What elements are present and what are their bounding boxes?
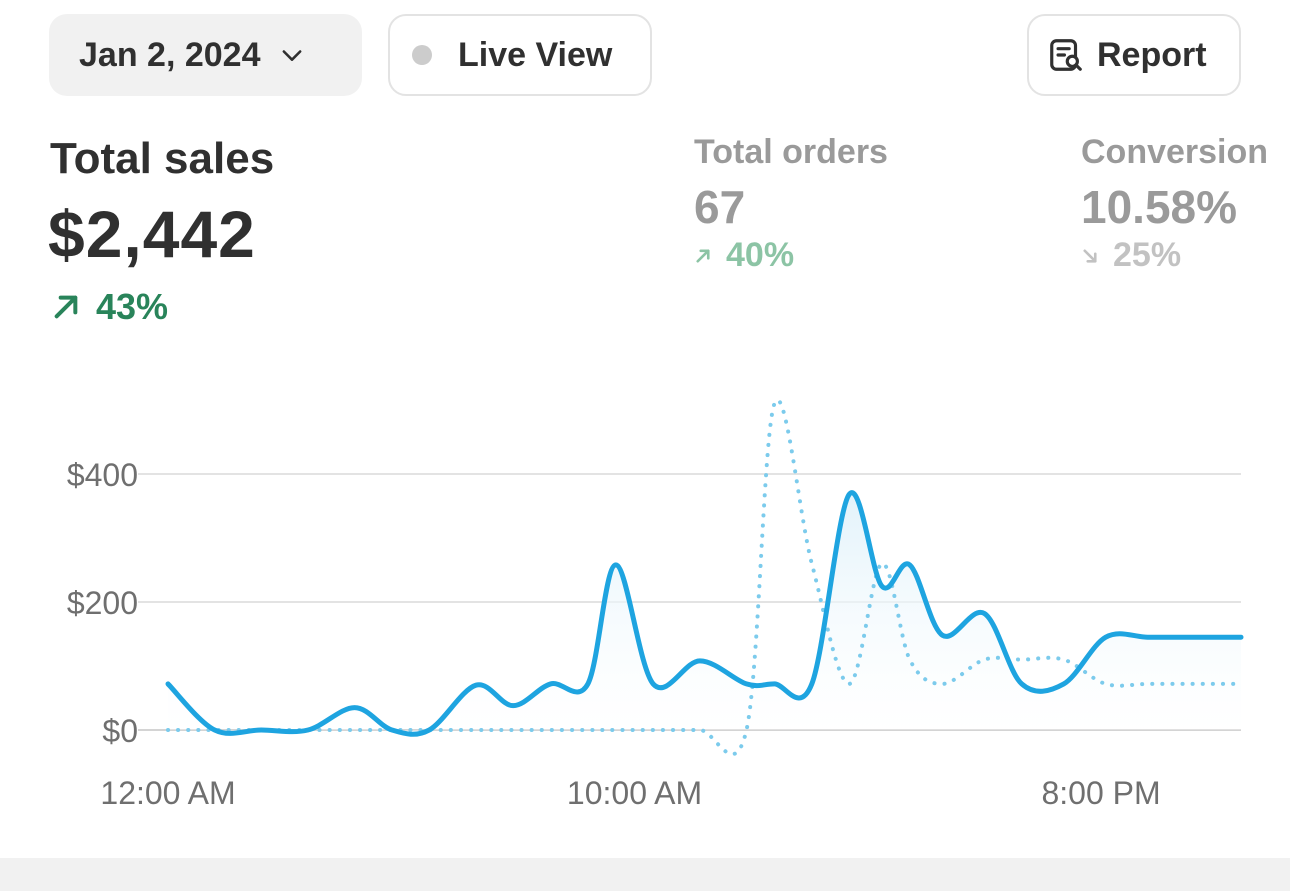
- report-label: Report: [1097, 35, 1207, 74]
- sales-series-line: [165, 490, 1244, 737]
- total-sales-change: 43%: [50, 286, 168, 328]
- x-tick-label: 8:00 PM: [1041, 775, 1160, 811]
- y-tick-label: $400: [67, 457, 138, 493]
- total-sales-change-value: 43%: [96, 286, 169, 327]
- total-sales-label: Total sales: [50, 134, 275, 183]
- x-tick-label: 12:00 AM: [100, 775, 235, 811]
- total-sales-value: $2,442: [48, 197, 256, 271]
- total-orders-change-value: 40%: [726, 236, 795, 274]
- total-orders-value: 67: [694, 181, 746, 233]
- sales-area-fill: [168, 492, 1241, 735]
- conversion-label[interactable]: Conversion: [1081, 133, 1269, 171]
- live-view-label: Live View: [458, 35, 613, 74]
- arrow-down-right-icon: [1083, 248, 1097, 263]
- live-view-button[interactable]: Live View: [388, 14, 652, 96]
- x-tick-label: 10:00 AM: [567, 775, 702, 811]
- report-button[interactable]: Report: [1027, 14, 1241, 96]
- total-orders-change: 40%: [694, 236, 794, 275]
- date-picker-button[interactable]: Jan 2, 2024: [49, 14, 362, 96]
- status-dot-icon: [412, 45, 432, 65]
- conversion-value: 10.58%: [1081, 181, 1238, 233]
- y-tick-label: $200: [67, 585, 138, 621]
- total-orders-label[interactable]: Total orders: [694, 133, 888, 171]
- sales-line-chart[interactable]: $0 $200 $400 12:00 AM 10:00 AM 8:00 PM: [0, 380, 1290, 820]
- report-search-icon: [1050, 39, 1082, 71]
- date-label: Jan 2, 2024: [79, 35, 261, 74]
- chevron-down-icon: [283, 50, 302, 61]
- conversion-change: 25%: [1081, 236, 1181, 275]
- y-tick-label: $0: [102, 713, 138, 749]
- comparison-series-line: [166, 398, 1243, 757]
- arrow-up-right-icon: [54, 295, 78, 319]
- bottom-divider: [0, 858, 1290, 891]
- arrow-up-right-icon: [696, 248, 710, 263]
- conversion-change-value: 25%: [1113, 236, 1182, 274]
